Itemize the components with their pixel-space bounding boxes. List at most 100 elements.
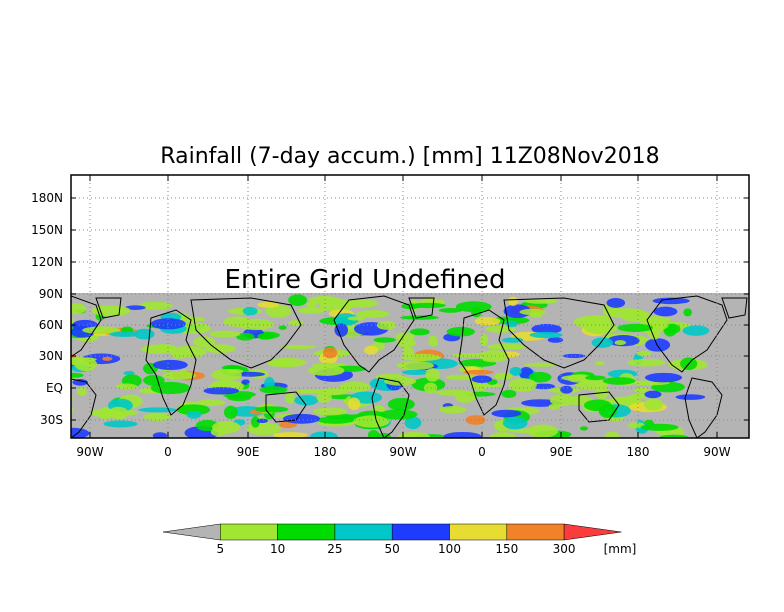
rainfall-patch [428, 335, 439, 347]
rainfall-patch [560, 385, 573, 394]
rainfall-patch [355, 309, 390, 318]
rainfall-patch [626, 358, 666, 367]
rainfall-patch [42, 367, 54, 373]
rainfall-patch [475, 382, 487, 392]
continent-outline [408, 297, 435, 319]
figure-title: Rainfall (7-day accum.) [mm] 11Z08Nov201… [160, 144, 659, 169]
rainfall-patch [334, 323, 348, 337]
rainfall-patch [223, 405, 238, 419]
rainfall-patch [594, 361, 605, 366]
rainfall-patch [342, 298, 379, 308]
colorbar-unit: [mm] [604, 542, 637, 556]
rainfall-patch [0, 421, 34, 432]
rainfall-patch [585, 375, 606, 381]
continent-outline [333, 295, 415, 373]
rainfall-patch [44, 305, 60, 311]
rainfall-patch [640, 423, 679, 431]
rainfall-patch [297, 306, 326, 314]
rainfall-patch [524, 298, 558, 304]
rainfall-patch [486, 343, 527, 350]
rainfall-patch [108, 406, 129, 420]
rainfall-patch [72, 379, 88, 386]
continent-outline [684, 377, 723, 438]
lat-tick-label: 30N [39, 349, 63, 363]
continent-outline [190, 297, 302, 369]
rainfall-patch [653, 306, 678, 317]
rainfall-patch [0, 429, 6, 435]
rainfall-patch [675, 394, 706, 400]
rainfall-patch [519, 308, 547, 316]
rainfall-patch [313, 407, 348, 416]
rainfall-patch [549, 394, 576, 407]
rainfall-patch [614, 340, 627, 346]
colorbar-label: 5 [216, 542, 224, 556]
rainfall-patch [259, 386, 288, 394]
rainfall-patch [0, 308, 1, 316]
rainfall-patch [257, 301, 279, 308]
rainfall-patch [7, 358, 22, 363]
rainfall-patch [176, 404, 211, 416]
rainfall-patch [532, 383, 556, 390]
continent-outline [772, 310, 784, 415]
rainfall-patch [455, 301, 492, 313]
longitude-axis: 90W 0 90E 180 90W 0 90E 180 90W [76, 175, 731, 459]
rainfall-patch [31, 403, 63, 411]
rainfall-patch [71, 427, 90, 438]
rainfall-patch [579, 426, 589, 431]
colorbar-label: 25 [327, 542, 342, 556]
rainfall-patch [307, 365, 345, 376]
map-frame [70, 174, 750, 439]
rainfall-patch [443, 431, 482, 438]
rainfall-patch [644, 372, 683, 383]
rainfall-patch [364, 345, 379, 355]
lon-tick-label: 180 [627, 445, 650, 459]
rainfall-patch [71, 303, 87, 315]
rainfall-patch [210, 427, 227, 437]
rainfall-patch [502, 416, 528, 430]
rainfall-patch [0, 337, 9, 350]
continent-outline [71, 295, 102, 358]
rainfall-patch [479, 350, 509, 363]
rainfall-patch [652, 297, 690, 305]
rainfall-patch [50, 429, 60, 434]
rainfall-patch [501, 337, 524, 343]
rainfall-patch [474, 317, 501, 326]
rainfall-patch [226, 394, 252, 402]
rainfall-patch [410, 328, 430, 336]
rainfall-patch [22, 385, 42, 392]
lon-tick-label: 90E [550, 445, 573, 459]
rainfall-patch [425, 368, 440, 382]
rainfall-patch [152, 359, 188, 370]
rainfall-patch [102, 356, 113, 361]
rainfall-patch [143, 412, 171, 421]
rainfall-patch [257, 333, 275, 340]
rainfall-patch [177, 322, 211, 335]
rainfall-patch [226, 369, 244, 374]
rainfall-patch [12, 335, 30, 340]
rainfall-patch [438, 307, 463, 313]
rainfall-patch [347, 316, 366, 321]
lon-tick-label: 90E [237, 445, 260, 459]
continent-outline [578, 391, 620, 423]
rainfall-patch [82, 326, 121, 334]
rainfall-patch [236, 332, 255, 341]
colorbar-segment [391, 523, 450, 541]
rainfall-patch [606, 297, 626, 308]
rainfall-patch [103, 420, 138, 428]
continent-outline [71, 378, 97, 438]
rainfall-patch [8, 387, 47, 394]
colorbar-label: 50 [385, 542, 400, 556]
rainfall-patch [250, 416, 260, 428]
rainfall-patch [21, 370, 29, 377]
rainfall-patch [138, 301, 173, 310]
rainfall-patch [463, 369, 494, 375]
continent-outline [503, 297, 615, 369]
rainfall-patch [339, 381, 371, 393]
colorbar: 5 10 25 50 100 150 300 [162, 523, 622, 556]
rainfall-field [0, 294, 710, 438]
rainfall-patch [524, 362, 558, 367]
colorbar-label: 300 [553, 542, 576, 556]
rainfall-patch [501, 389, 517, 398]
lat-tick-label: 60N [39, 318, 63, 332]
rainfall-patch [617, 323, 654, 332]
